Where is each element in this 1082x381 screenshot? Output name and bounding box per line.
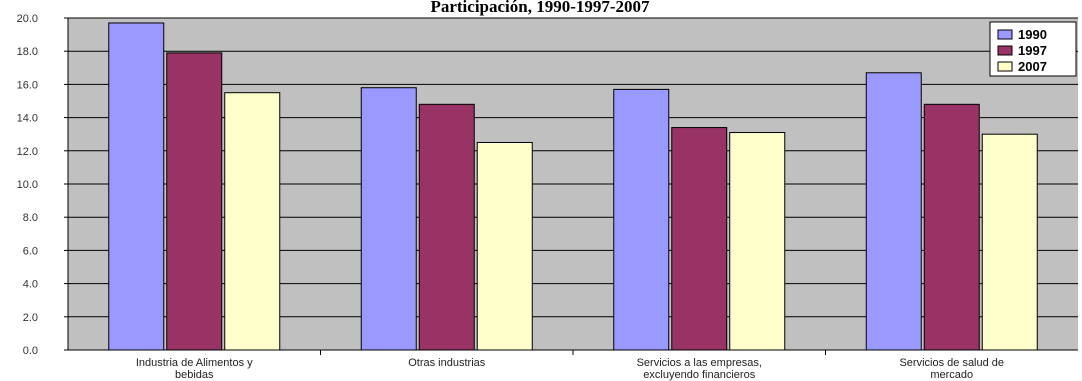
x-category-label: excluyendo financieros <box>643 369 755 381</box>
chart-title: Participación, 1990-1997-2007 <box>430 0 650 16</box>
x-category-label: bebidas <box>175 369 214 381</box>
y-tick-label: 20.0 <box>17 13 38 25</box>
bar-1990-2 <box>613 88 670 351</box>
bar-1990-0 <box>108 22 165 351</box>
bars <box>108 22 1038 351</box>
bar-1990-1 <box>360 87 417 351</box>
legend-label-1990: 1990 <box>1018 27 1047 42</box>
legend-label-2007: 2007 <box>1018 59 1047 74</box>
y-tick-label: 8.0 <box>23 212 38 224</box>
bar-2007-3 <box>981 133 1038 351</box>
bar-1990-3 <box>865 72 922 351</box>
y-tick-label: 4.0 <box>23 279 38 291</box>
y-tick-label: 12.0 <box>17 146 38 158</box>
bar-1997-3 <box>923 103 980 351</box>
legend-swatch-1990 <box>997 29 1013 40</box>
y-tick-label: 0.0 <box>23 345 38 357</box>
y-tick-label: 10.0 <box>17 179 38 191</box>
bar-1997-1 <box>418 103 475 351</box>
bar-2007-0 <box>224 92 281 351</box>
legend-swatch-1997 <box>997 45 1013 56</box>
legend-swatch-2007 <box>997 61 1013 72</box>
y-tick-label: 2.0 <box>23 312 38 324</box>
y-tick-label: 6.0 <box>23 245 38 257</box>
bar-2007-2 <box>729 132 786 351</box>
x-category-label: Industria de Alimentos y <box>136 357 253 369</box>
y-tick-label: 16.0 <box>17 79 38 91</box>
x-category-label: mercado <box>930 369 973 381</box>
x-category-label: Servicios de salud de <box>899 357 1004 369</box>
bar-1997-2 <box>671 127 728 351</box>
y-axis-ticks: 0.0 2.0 4.0 6.0 8.0 10.0 12.0 14.0 16.0 18.0 20.0 <box>17 13 68 357</box>
x-category-label: Servicios a las empresas, <box>637 357 762 369</box>
bar-2007-1 <box>476 142 533 351</box>
x-category-label: Otras industrias <box>408 357 486 369</box>
y-tick-label: 18.0 <box>17 46 38 58</box>
y-tick-label: 14.0 <box>17 113 38 125</box>
legend-label-1997: 1997 <box>1018 43 1047 58</box>
bar-1997-0 <box>166 52 223 351</box>
